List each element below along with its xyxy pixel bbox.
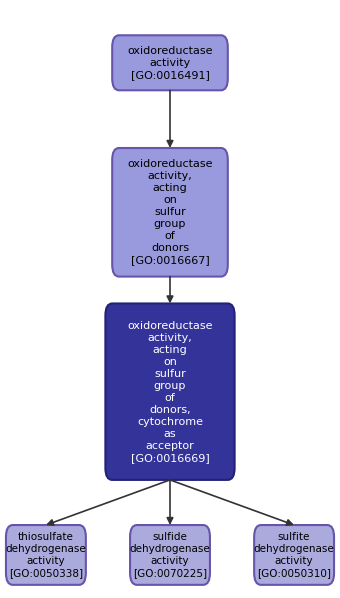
FancyBboxPatch shape <box>112 148 228 276</box>
Text: oxidoreductase
activity
[GO:0016491]: oxidoreductase activity [GO:0016491] <box>127 46 213 80</box>
FancyBboxPatch shape <box>112 35 228 90</box>
FancyBboxPatch shape <box>105 304 235 480</box>
Text: oxidoreductase
activity,
acting
on
sulfur
group
of
donors
[GO:0016667]: oxidoreductase activity, acting on sulfu… <box>127 159 213 266</box>
FancyBboxPatch shape <box>6 525 86 585</box>
FancyBboxPatch shape <box>254 525 334 585</box>
Text: sulfide
dehydrogenase
activity
[GO:0070225]: sulfide dehydrogenase activity [GO:00702… <box>130 532 210 578</box>
Text: thiosulfate
dehydrogenase
activity
[GO:0050338]: thiosulfate dehydrogenase activity [GO:0… <box>5 532 86 578</box>
Text: sulfite
dehydrogenase
activity
[GO:0050310]: sulfite dehydrogenase activity [GO:00503… <box>254 532 335 578</box>
Text: oxidoreductase
activity,
acting
on
sulfur
group
of
donors,
cytochrome
as
accepto: oxidoreductase activity, acting on sulfu… <box>127 321 213 463</box>
FancyBboxPatch shape <box>130 525 210 585</box>
